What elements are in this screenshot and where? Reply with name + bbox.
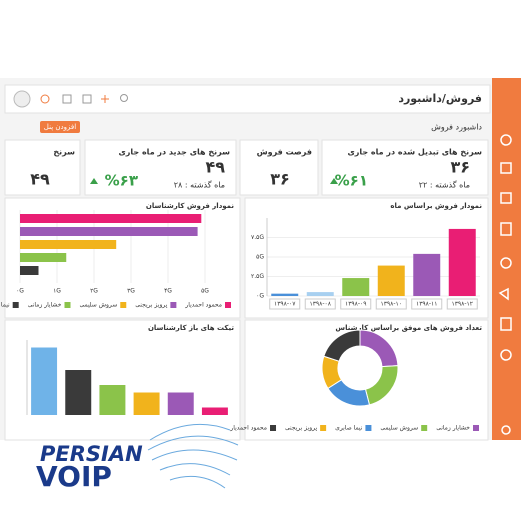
kpi-value: ۴۹ bbox=[205, 158, 225, 177]
x-tick-label: ۱۳۹۸-۰۷ bbox=[274, 301, 296, 308]
bar bbox=[271, 293, 299, 296]
top-bar bbox=[4, 84, 491, 114]
chart-title: نمودار فروش براساس ماه bbox=[390, 202, 482, 210]
bar bbox=[20, 253, 67, 262]
x-label-box bbox=[375, 298, 407, 310]
bar bbox=[342, 278, 370, 296]
chart-title: نمودار فروش کارشناسان bbox=[146, 202, 235, 210]
breadcrumb: داشبورد فروش bbox=[431, 123, 482, 132]
avatar[interactable] bbox=[13, 90, 31, 108]
bar bbox=[167, 392, 194, 415]
x-tick-label: ۱G bbox=[53, 288, 61, 295]
x-tick-label: ۵G bbox=[201, 288, 209, 295]
up-arrow bbox=[330, 178, 338, 184]
legend-label: محمود احمدیار bbox=[229, 425, 267, 432]
legend-label: پرویز بریجنی bbox=[135, 302, 167, 309]
bar bbox=[20, 227, 198, 236]
kpi-previous: ماه گذشته : ۲۸ bbox=[174, 180, 225, 190]
legend-swatch bbox=[270, 425, 277, 431]
bar bbox=[413, 253, 441, 296]
legend-swatch bbox=[473, 425, 479, 431]
kpi-title: سرنخ bbox=[53, 148, 75, 157]
legend-swatch bbox=[12, 302, 19, 308]
bar bbox=[377, 265, 405, 296]
kpi-title: فرصت فروش bbox=[257, 148, 312, 158]
kpi-title: سرنخ های تبدیل شده در ماه جاری bbox=[347, 148, 482, 157]
bar bbox=[99, 385, 126, 415]
toolbar-icons[interactable] bbox=[40, 94, 128, 104]
x-label-box bbox=[269, 298, 301, 310]
x-tick-label: ۳G bbox=[127, 288, 135, 295]
bar bbox=[65, 370, 92, 415]
kpi-cards bbox=[4, 139, 489, 196]
chart-title: تیکت های باز کارشناسان bbox=[148, 324, 234, 332]
x-label-box bbox=[446, 298, 478, 310]
x-tick-label: ۱۳۹۸-۱۰ bbox=[380, 301, 402, 308]
logo: PERSIAN VOIP bbox=[36, 423, 239, 493]
x-tick-label: ۱۳۹۸-۰۹ bbox=[345, 301, 367, 308]
kpi-value: ۴۹ bbox=[30, 170, 50, 189]
y-tick-label: ۲.۵G bbox=[251, 273, 264, 280]
legend-label: خشایار زمانی bbox=[28, 302, 62, 309]
bar bbox=[201, 407, 228, 415]
x-label-box bbox=[411, 298, 443, 310]
up-arrow bbox=[90, 178, 98, 184]
kpi-value: ۳۶ bbox=[450, 158, 470, 177]
kpi-change: %۶۱ bbox=[335, 172, 368, 190]
legend-swatch bbox=[120, 302, 127, 308]
bar bbox=[20, 214, 202, 223]
x-tick-label: ۰G bbox=[16, 288, 24, 295]
legend-swatch bbox=[225, 302, 231, 308]
legend-label: نیما صابری bbox=[335, 425, 363, 432]
bar bbox=[20, 266, 39, 275]
bar bbox=[306, 292, 334, 296]
bar bbox=[448, 228, 476, 296]
legend-label: پرویز بریجنی bbox=[285, 425, 317, 432]
x-tick-label: ۴G bbox=[164, 288, 172, 295]
x-label-box bbox=[340, 298, 372, 310]
logo-line2: VOIP bbox=[36, 460, 112, 493]
kpi-value: ۳۶ bbox=[270, 170, 290, 189]
bar bbox=[20, 240, 117, 249]
x-tick-label: ۱۳۹۸-۱۲ bbox=[451, 301, 473, 308]
add-button[interactable] bbox=[40, 121, 80, 133]
kpi-title: سرنخ های جدید در ماه جاری bbox=[118, 148, 230, 157]
legend-label: محمود احمدیار bbox=[184, 302, 222, 309]
legend-swatch bbox=[421, 425, 428, 431]
add-button-label[interactable]: افزودن پنل bbox=[44, 123, 76, 131]
page-title: فروش/داشبورد bbox=[398, 92, 482, 105]
bar bbox=[31, 347, 58, 415]
legend-label: سروش سلیمی bbox=[80, 302, 118, 309]
sidebar-icons bbox=[498, 134, 512, 435]
kpi-previous: ماه گذشته : ۲۲ bbox=[419, 180, 470, 190]
logo-line1: PERSIAN bbox=[40, 442, 143, 466]
donut-segment bbox=[323, 329, 361, 362]
legend-swatch bbox=[320, 425, 327, 431]
legend-label: سروش سلیمی bbox=[380, 425, 418, 432]
legend-label: نیما صابری bbox=[0, 302, 10, 309]
legend-swatch bbox=[64, 302, 71, 308]
legend-swatch bbox=[170, 302, 177, 308]
legend-label: خشایار زمانی bbox=[436, 425, 470, 432]
kpi-change: %۶۳ bbox=[105, 172, 138, 190]
x-label-box bbox=[304, 298, 336, 310]
x-tick-label: ۲G bbox=[90, 288, 98, 295]
y-tick-label: ۷.۵G bbox=[251, 234, 264, 241]
bar bbox=[133, 392, 160, 415]
chart-title: تعداد فروش های موفق براساس کارشناس bbox=[335, 324, 482, 332]
y-tick-label: ۵G bbox=[256, 254, 264, 261]
y-tick-label: ۰G bbox=[256, 293, 264, 300]
x-tick-label: ۱۳۹۸-۰۸ bbox=[309, 301, 331, 308]
x-tick-label: ۱۳۹۸-۱۱ bbox=[416, 301, 438, 308]
sidebar bbox=[492, 78, 521, 440]
legend-swatch bbox=[365, 425, 372, 431]
